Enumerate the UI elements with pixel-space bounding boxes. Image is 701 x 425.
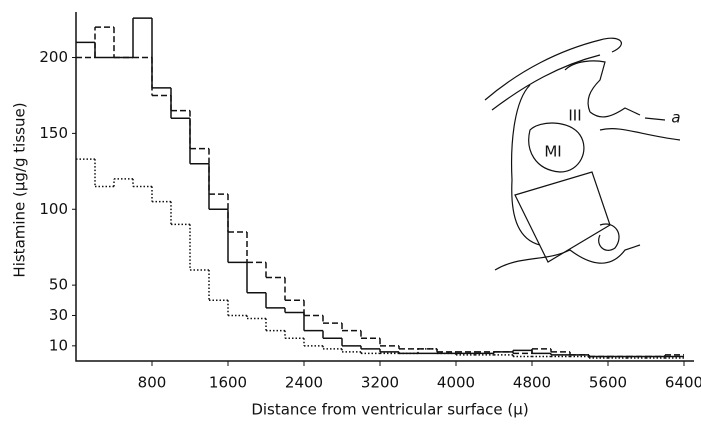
x-tick-label: 4000	[437, 374, 475, 392]
x-tick-label: 5600	[589, 374, 627, 392]
y-tick-label: 50	[49, 276, 68, 294]
y-tick-label: 10	[49, 336, 68, 354]
x-tick-label: 1600	[209, 374, 247, 392]
inset-label: III	[568, 107, 581, 125]
y-axis-label: Histamine (μg/g tissue)	[11, 102, 29, 277]
inset-label: MI	[544, 143, 561, 161]
y-tick-label: 150	[39, 124, 68, 142]
inset-label: a	[671, 109, 680, 127]
y-tick-label: 100	[39, 200, 68, 218]
x-tick-label: 3200	[361, 374, 399, 392]
x-tick-label: 2400	[285, 374, 323, 392]
x-tick-label: 6400	[665, 374, 701, 392]
x-tick-label: 4800	[513, 374, 551, 392]
x-axis-label: Distance from ventricular surface (μ)	[251, 401, 528, 419]
y-tick-label: 200	[39, 48, 68, 66]
x-tick-label: 800	[138, 374, 167, 392]
inset-diagram	[484, 37, 681, 271]
y-tick-label: 30	[49, 306, 68, 324]
axes	[75, 12, 694, 362]
